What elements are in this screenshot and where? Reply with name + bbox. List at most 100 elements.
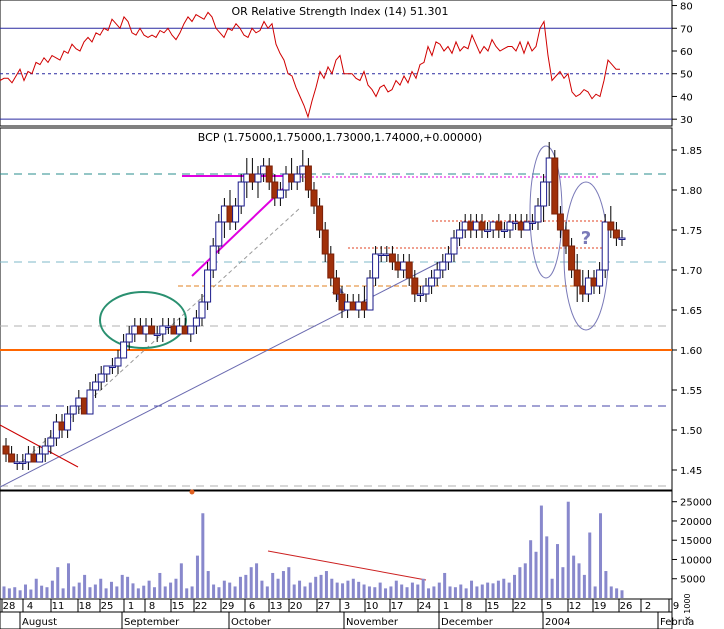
volume-bar [109,581,113,598]
early-downtrend-line [0,424,79,468]
volume-bar [147,580,151,598]
volume-bar [378,582,382,598]
rsi-tick-label: 30 [680,115,693,126]
volume-bar [550,578,554,598]
volume-bar [577,563,581,598]
volume-bar [475,586,479,598]
x-axis-month-labels: August September October November December 20… [19,612,694,629]
volume-bar [545,536,549,598]
candle-up [69,405,77,415]
x-day-label: 1 [443,601,449,612]
x-day-label: 27 [318,601,331,612]
price-level-lines [0,173,672,487]
volume-bar [324,571,328,598]
volume-downtrend-line [267,550,427,581]
volume-bar [599,513,603,598]
volume-bar [604,571,608,598]
volume-bar [582,574,586,598]
volume-bar [529,540,533,598]
volume-bar [115,586,119,598]
price-tick-label: 1.75 [680,226,702,237]
volume-bars [2,501,624,598]
rsi-tick-label: 60 [680,47,693,58]
candle-up [500,229,508,232]
candle-up [64,413,72,431]
candle-up [601,221,609,271]
volume-bar [427,588,431,598]
candle-down [321,229,329,255]
x-month-label: September [124,617,180,628]
volume-bar [2,586,6,598]
volume-bar [174,578,178,598]
price-tick-label: 1.70 [680,266,702,277]
volume-bar [384,588,388,598]
volume-bar [496,580,500,598]
x-day-label: 26 [620,601,633,612]
candle-down [310,189,318,207]
x-day-label: 25 [101,601,114,612]
price-tick-label: 1.45 [680,466,702,477]
volume-bar [40,585,44,598]
volume-bar [212,584,216,598]
volume-unit-label: x 1000 [683,593,692,621]
volume-bar [93,584,97,598]
volume-bar [7,588,11,598]
candle-up [540,181,548,207]
rsi-title: OR Relative Strength Index (14) 51.301 [231,5,448,18]
volume-bar [66,563,70,598]
candle-up [19,461,27,464]
candle-up [416,293,424,296]
volume-bar [72,586,76,598]
candle-up [204,269,212,303]
candle-up [372,253,380,279]
volume-bar [534,551,538,598]
volume-bar [104,588,108,598]
volume-bar [556,544,560,598]
x-month-label: November [346,617,399,628]
volume-bar [222,580,226,598]
candle-up [47,437,55,447]
price-title: BCP (1.75000,1.75000,1.73000,1.74000,+0.… [198,131,482,144]
x-day-label: 5 [546,601,552,612]
volume-bar [287,567,291,598]
candle-up [120,341,128,359]
volume-bar [152,587,156,598]
x-day-label: 24 [419,601,432,612]
volume-bar [276,578,280,598]
volume-tick-label: 15000 [680,536,712,547]
candle-up [428,277,436,287]
volume-bar [244,574,248,598]
price-panel: BCP (1.75000,1.75000,1.73000,1.74000,+0.… [0,127,702,491]
rising-wedge-line [191,186,286,277]
candle-up [484,229,492,232]
candle-down [573,269,581,287]
candle-up [108,365,116,368]
candle-down [612,229,620,239]
x-month-label: 2004 [545,617,570,628]
candle-down [2,445,10,455]
x-day-label: 6 [249,601,255,612]
x-day-label: 28 [3,601,16,612]
volume-bar [459,584,463,598]
volume-bar [249,567,253,598]
volume-bar [518,567,522,598]
candle-down [579,285,587,295]
volume-bar [588,532,592,598]
candle-up [237,181,245,207]
volume-bar [298,580,302,598]
x-day-label: 20 [290,601,303,612]
volume-bar [83,574,87,598]
candle-up [232,205,240,223]
candle-down [327,253,335,279]
rsi-reference-lines [0,27,672,120]
volume-bar [77,582,81,598]
candle-down [405,261,413,279]
volume-bar [432,586,436,598]
candle-up [114,357,122,367]
volume-bar [23,584,27,598]
candle-up [534,205,542,223]
volume-bar [255,563,259,598]
candle-up [512,221,520,224]
x-month-label: Februa [660,617,694,628]
